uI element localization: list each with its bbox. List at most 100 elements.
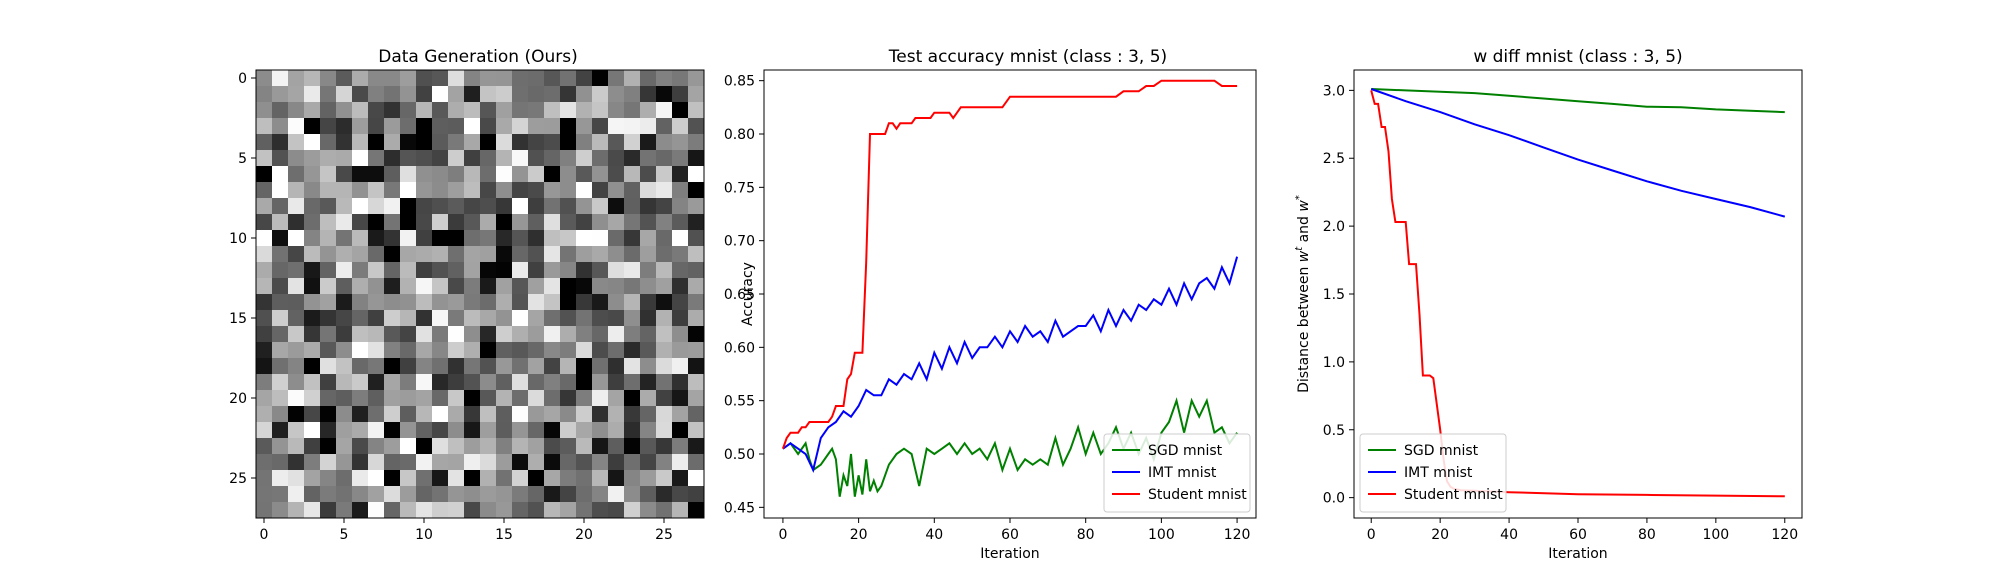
heatmap-cell [480, 486, 497, 503]
heatmap-cell [688, 214, 705, 231]
heatmap-cell [608, 198, 625, 215]
heatmap-cell [304, 246, 321, 263]
heatmap-cell [432, 342, 449, 359]
y-tick-label: 0 [238, 71, 247, 87]
heatmap-cell [304, 310, 321, 327]
heatmap-cell [640, 118, 657, 135]
heatmap-cell [432, 86, 449, 103]
heatmap-cell [320, 246, 337, 263]
heatmap-cell [480, 422, 497, 439]
heatmap-cell [416, 294, 433, 311]
heatmap-cell [576, 134, 593, 151]
heatmap-cell [448, 134, 465, 151]
heatmap-cell [352, 438, 369, 455]
heatmap-cell [496, 326, 513, 343]
heatmap-cell [656, 470, 673, 487]
heatmap-cell [368, 214, 385, 231]
heatmap-cell [448, 230, 465, 247]
heatmap-cell [592, 390, 609, 407]
heatmap-cell [560, 438, 577, 455]
heatmap-cell [608, 214, 625, 231]
heatmap-cell [576, 390, 593, 407]
heatmap-cell [400, 102, 417, 119]
heatmap-cell [576, 406, 593, 423]
heatmap-cell [272, 70, 289, 87]
heatmap-cell [592, 166, 609, 183]
heatmap-cell [464, 374, 481, 391]
x-tick-label: 0 [260, 527, 269, 543]
heatmap-cell [320, 166, 337, 183]
heatmap-cell [672, 182, 689, 199]
heatmap-cell [384, 214, 401, 231]
heatmap-cell [384, 230, 401, 247]
heatmap-cell [432, 310, 449, 327]
heatmap-cell [512, 166, 529, 183]
legend-label: SGD mnist [1404, 443, 1479, 459]
heatmap-cell [528, 262, 545, 279]
heatmap-cell [320, 422, 337, 439]
heatmap-cell [416, 454, 433, 471]
heatmap-cell [448, 470, 465, 487]
heatmap-cell [320, 278, 337, 295]
y-tick-label: 0.60 [724, 340, 755, 356]
heatmap-cell [272, 406, 289, 423]
heatmap-cell [528, 134, 545, 151]
heatmap-cell [640, 230, 657, 247]
heatmap-cell [608, 358, 625, 375]
heatmap-cell [608, 454, 625, 471]
heatmap-cell [688, 374, 705, 391]
heatmap-cell [448, 182, 465, 199]
heatmap-cell [528, 198, 545, 215]
heatmap-cell [320, 70, 337, 87]
heatmap-cell [448, 310, 465, 327]
heatmap-cell [336, 390, 353, 407]
series-line-sgd-mnist [1371, 88, 1785, 114]
heatmap-cell [624, 102, 641, 119]
heatmap-cell [288, 294, 305, 311]
heatmap-cell [512, 262, 529, 279]
heatmap-cell [640, 134, 657, 151]
heatmap-cell [640, 150, 657, 167]
heatmap-cell [624, 310, 641, 327]
heatmap-cell [608, 406, 625, 423]
series-line-student-mnist [781, 79, 1238, 450]
heatmap-cell [336, 278, 353, 295]
heatmap-cell [304, 358, 321, 375]
heatmap-cell [400, 454, 417, 471]
heatmap-cell [480, 182, 497, 199]
heatmap-cell [272, 390, 289, 407]
heatmap-cell [416, 374, 433, 391]
heatmap-cell [640, 214, 657, 231]
heatmap-cell [352, 502, 369, 519]
heatmap-cell [448, 278, 465, 295]
heatmap-cell [624, 118, 641, 135]
heatmap-cell [352, 246, 369, 263]
y-tick-label: 5 [238, 151, 247, 167]
heatmap-cell [480, 278, 497, 295]
heatmap-cell [288, 470, 305, 487]
heatmap-cell [336, 262, 353, 279]
heatmap-cell [624, 246, 641, 263]
y-tick-label: 0.80 [724, 127, 755, 143]
heatmap-cell [512, 486, 529, 503]
heatmap-cell [592, 230, 609, 247]
heatmap-cell [288, 134, 305, 151]
heatmap-cell [352, 470, 369, 487]
heatmap-cell [560, 246, 577, 263]
heatmap-cell [304, 182, 321, 199]
heatmap-cell [592, 326, 609, 343]
heatmap-cell [288, 454, 305, 471]
heatmap-cell [512, 374, 529, 391]
y-axis: 0.45 0.50 0.55 0.60 0.65 0.70 0.75 0.80 0.85 [724, 74, 764, 516]
heatmap-cell [480, 294, 497, 311]
heatmap-cell [592, 406, 609, 423]
heatmap-cell [512, 406, 529, 423]
heatmap-cell [608, 438, 625, 455]
heatmap-cell [672, 422, 689, 439]
heatmap-cell [512, 198, 529, 215]
heatmap-cell [560, 422, 577, 439]
heatmap-cell [512, 358, 529, 375]
heatmap-cell [480, 134, 497, 151]
heatmap-cell [592, 454, 609, 471]
legend: SGD mnist IMT mnist Student mnist [1103, 433, 1251, 513]
